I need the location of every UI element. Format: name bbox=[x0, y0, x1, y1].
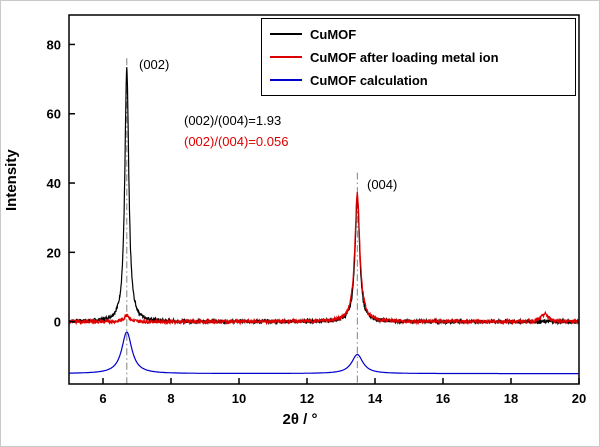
x-axis-title: 2θ / ° bbox=[282, 411, 318, 428]
x-tick-label: 20 bbox=[572, 391, 586, 406]
x-tick-label: 14 bbox=[368, 391, 383, 406]
y-tick-label: 0 bbox=[54, 315, 61, 330]
x-tick-label: 12 bbox=[300, 391, 314, 406]
legend-line-swatch-black bbox=[270, 33, 302, 35]
legend-line-swatch-red bbox=[270, 56, 302, 58]
y-axis-title: Intensity bbox=[3, 149, 20, 211]
ratio-annotation-black: (002)/(004)=1.93 bbox=[184, 113, 282, 128]
series-line-1 bbox=[68, 192, 580, 326]
legend: CuMOF CuMOF after loading metal ion CuMO… bbox=[261, 18, 576, 96]
x-tick-label: 18 bbox=[504, 391, 518, 406]
x-tick-label: 10 bbox=[232, 391, 246, 406]
y-tick-label: 20 bbox=[47, 245, 61, 260]
series-line-0 bbox=[68, 67, 580, 326]
legend-label: CuMOF after loading metal ion bbox=[310, 49, 499, 65]
ratio-annotation-red: (002)/(004)=0.056 bbox=[184, 134, 289, 149]
x-tick-label: 6 bbox=[99, 391, 106, 406]
peak-label-002: (002) bbox=[139, 57, 170, 72]
legend-label: CuMOF bbox=[310, 26, 357, 42]
plot-frame bbox=[68, 14, 580, 385]
legend-item-cumof-loaded: CuMOF after loading metal ion bbox=[270, 47, 567, 67]
series-line-2 bbox=[69, 331, 579, 375]
y-tick-label: 60 bbox=[47, 107, 61, 122]
legend-item-cumof-calculation: CuMOF calculation bbox=[270, 70, 567, 90]
y-tick-label: 40 bbox=[47, 176, 61, 191]
legend-item-cumof: CuMOF bbox=[270, 24, 567, 44]
peak-label-004: (004) bbox=[367, 177, 398, 192]
legend-label: CuMOF calculation bbox=[310, 72, 428, 88]
y-tick-label: 80 bbox=[47, 37, 61, 52]
x-tick-label: 8 bbox=[167, 391, 174, 406]
legend-line-swatch-blue bbox=[270, 79, 302, 81]
x-tick-label: 16 bbox=[436, 391, 450, 406]
